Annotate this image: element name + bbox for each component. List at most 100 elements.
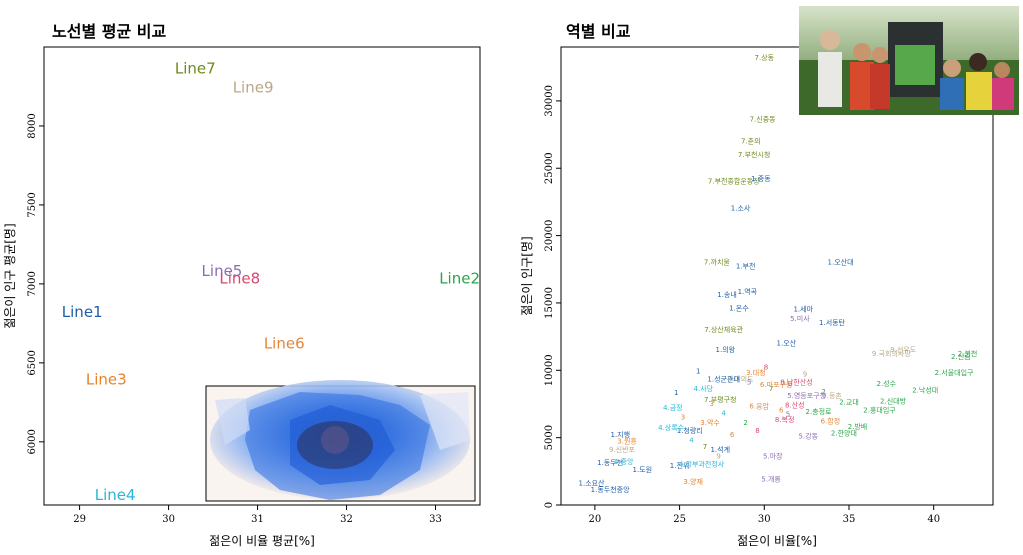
x-tick-label: 32	[340, 514, 353, 525]
station-point-label: 1.동두천중앙	[591, 485, 630, 494]
station-point-label: 9.등촌	[822, 391, 842, 400]
y-tick-label: 30000	[544, 85, 555, 117]
station-point-label: 1.서동탄	[819, 318, 846, 327]
x-tick-label: 29	[73, 514, 86, 525]
y-tick-label: 7000	[27, 271, 38, 296]
y-tick-label: 15000	[544, 287, 555, 319]
x-axis-title: 젊은이 비율[%]	[737, 534, 817, 548]
right-chart-title: 역별 비교	[566, 22, 631, 41]
station-cluster-label: 2	[743, 419, 747, 427]
x-tick-label: 30	[758, 514, 771, 525]
station-point-label: 7.부평구청	[704, 395, 736, 404]
station-cluster-label: 5	[786, 411, 790, 419]
station-cluster-label: 5	[747, 378, 751, 386]
y-tick-label: 6000	[27, 429, 38, 454]
station-point-label: 7.부천시청	[738, 150, 770, 159]
line-point-label: Line3	[86, 371, 127, 389]
y-axis-title: 젊은이 인구 평균[명]	[3, 223, 17, 328]
station-point-label: 1.오산대	[828, 258, 854, 267]
x-tick-label: 25	[673, 514, 686, 525]
station-cluster-label: 1	[696, 368, 700, 376]
station-cluster-label: 2	[821, 388, 825, 396]
station-point-label: 2.성수	[876, 379, 896, 388]
station-point-label: 2.봉천	[958, 349, 978, 358]
station-point-label: 2.홍대입구	[863, 406, 896, 415]
station-point-label: 4.상록수	[658, 423, 685, 432]
station-point-label: 2.방배	[848, 422, 868, 431]
station-point-label: 2.신대방	[880, 396, 907, 405]
station-point-label: 1.청량리	[677, 426, 703, 435]
photo-inset	[799, 6, 1019, 115]
line-point-label: Line1	[62, 303, 103, 321]
station-point-label: 1.중동	[751, 175, 771, 183]
y-tick-label: 7500	[27, 192, 38, 217]
map-inset	[205, 380, 476, 502]
station-cluster-label: 9	[716, 453, 720, 461]
station-point-label: 4.중앙	[614, 458, 634, 466]
station-point-label: 8.남한산성	[780, 377, 812, 386]
station-point-label: 7.춘의	[741, 136, 761, 145]
y-tick-label: 20000	[544, 220, 555, 252]
line-point-label: Line9	[233, 79, 274, 97]
station-point-label: 3.원흥	[617, 437, 637, 446]
right-plot-frame	[560, 46, 994, 506]
y-tick-label: 0	[544, 502, 555, 508]
station-point-label: 2.교대	[839, 399, 859, 407]
station-point-label: 1.송내	[717, 290, 737, 299]
station-cluster-label: 7	[703, 443, 707, 451]
station-cluster-label: 4	[689, 436, 694, 444]
left-plot-frame	[43, 46, 481, 506]
line-point-label: Line4	[95, 486, 136, 504]
station-point-label: 2.한양대	[831, 430, 857, 438]
station-point-label: 8.산성	[785, 400, 805, 409]
station-cluster-label: 6	[730, 431, 735, 439]
station-point-label: 9.선유도	[890, 345, 917, 354]
station-cluster-label: 9	[803, 370, 807, 378]
station-point-label: 6.마포구청	[760, 380, 792, 389]
station-point-label: 5.마장	[763, 452, 783, 461]
station-cluster-label: 4	[721, 409, 726, 417]
station-point-label: 4.정부과천청사	[679, 460, 725, 469]
station-point-label: 1.진위	[670, 461, 690, 470]
station-point-label: 3.약수	[700, 418, 720, 427]
station-point-label: 1.세마	[793, 305, 813, 314]
station-point-label: 6.응암	[749, 403, 769, 411]
station-point-label: 2.서울대입구	[935, 368, 974, 377]
line-point-label: Line2	[439, 270, 480, 288]
line-point-label: Line8	[219, 270, 260, 288]
station-point-label: 4.금정	[663, 403, 683, 412]
station-point-label: 3.대청	[746, 369, 766, 377]
line-point-label: Line7	[175, 60, 216, 78]
y-tick-label: 6500	[27, 350, 38, 375]
y-tick-label: 5000	[544, 425, 555, 450]
station-point-label: 2.신림	[951, 352, 971, 361]
station-point-label: 1.지행	[611, 430, 631, 439]
station-point-label: 1.의왕	[716, 345, 736, 354]
station-point-label: 7.상동	[755, 53, 775, 62]
station-cluster-label: 3	[681, 413, 685, 421]
station-point-label: 5.영등포구청	[787, 391, 826, 400]
x-tick-label: 20	[589, 514, 602, 525]
station-point-label: 2.충정로	[806, 407, 833, 416]
line-point-label: Line6	[264, 334, 305, 352]
y-tick-label: 10000	[544, 354, 555, 386]
station-cluster-label: 1	[674, 389, 678, 397]
station-point-label: 7.부천종합운동장	[708, 177, 760, 186]
station-point-label: 1.성균관대	[707, 375, 739, 384]
x-tick-label: 40	[927, 514, 940, 525]
station-point-label: 6.합정	[821, 416, 841, 425]
x-tick-label: 35	[843, 514, 856, 525]
station-point-label: 9.국회의사당	[872, 349, 911, 358]
station-cluster-label: 8	[755, 427, 759, 435]
station-point-label: 1.도원	[633, 465, 653, 474]
station-point-label: 3.양재	[683, 478, 703, 486]
station-point-label: 5.미사	[790, 314, 810, 323]
station-point-label: 1.오산	[777, 338, 797, 347]
station-point-label: 2.낙성대	[912, 386, 938, 395]
station-point-label: 9.여의도	[728, 375, 755, 384]
station-point-label: 4.사당	[694, 384, 714, 393]
station-point-label: 5.개롱	[761, 474, 781, 483]
x-tick-label: 33	[429, 514, 442, 525]
y-tick-label: 8000	[27, 113, 38, 138]
station-cluster-label: 7	[769, 385, 773, 393]
